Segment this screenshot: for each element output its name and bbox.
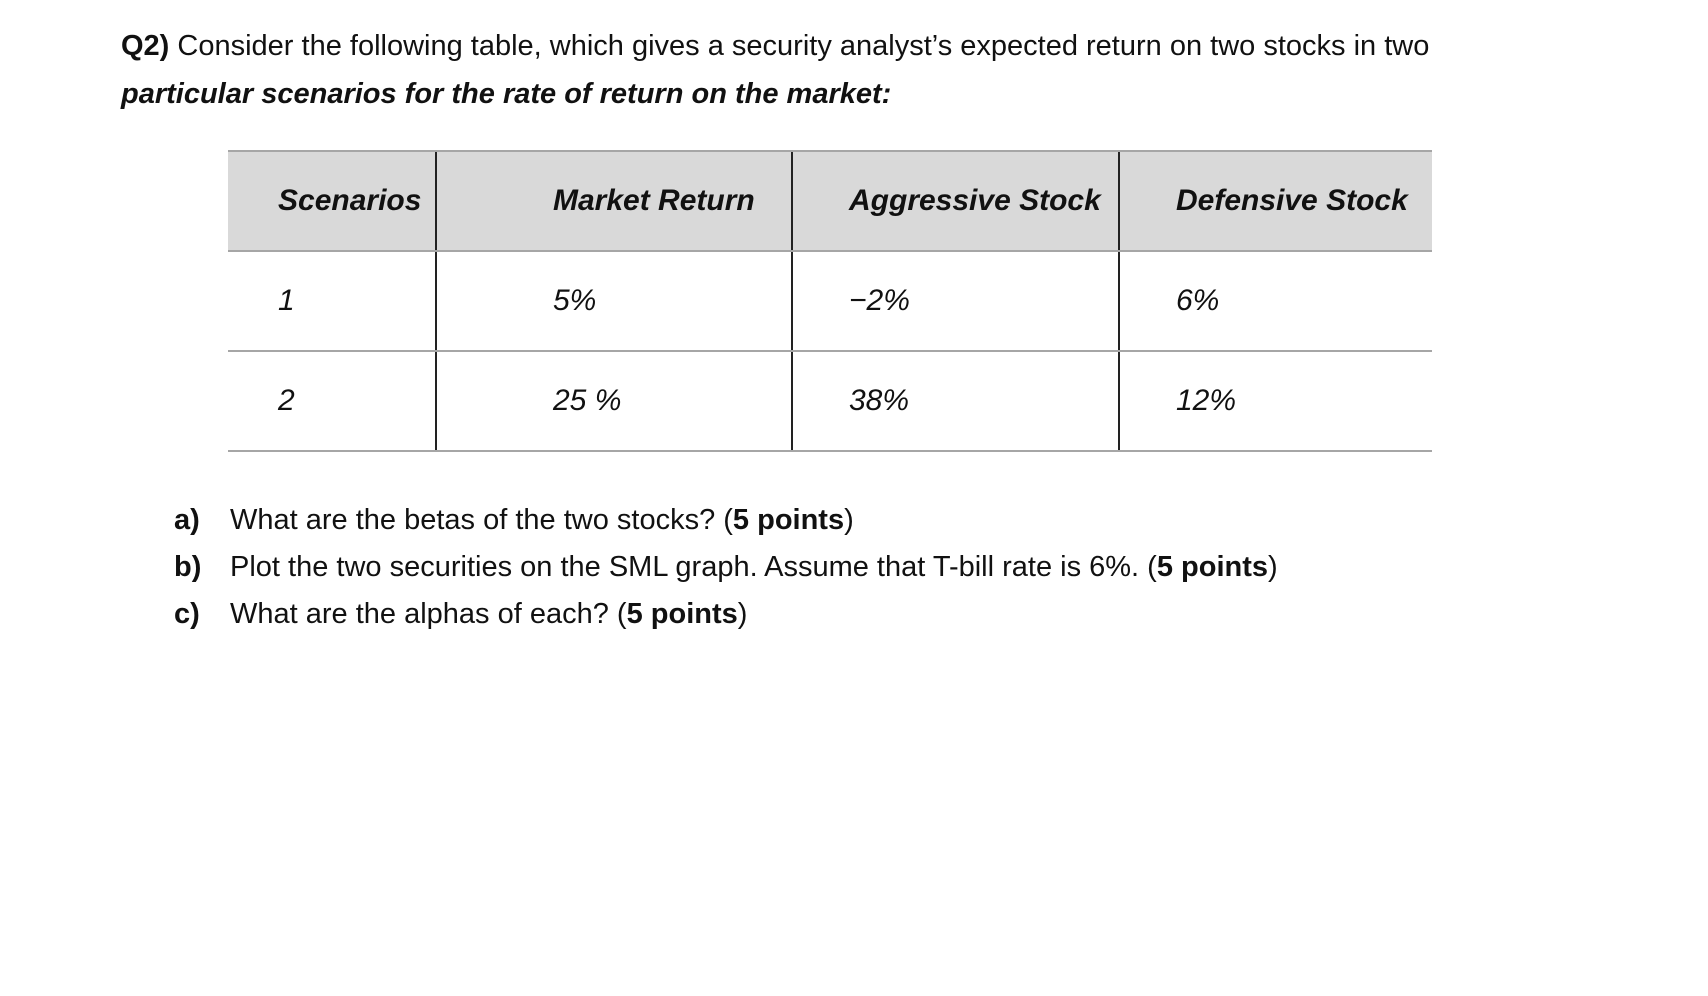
- sub-question-points: 5 points: [626, 598, 738, 630]
- sub-question-text: Plot the two securities on the SML graph…: [230, 551, 1157, 583]
- header-market-return: Market Return: [435, 150, 792, 252]
- sub-question-letter: c): [174, 598, 200, 630]
- cell-defensive-stock: 6%: [1118, 251, 1432, 352]
- question-line-1-text: Consider the following table, which give…: [169, 30, 1430, 62]
- cell-scenario: 2: [228, 351, 436, 452]
- sub-question-text: What are the alphas of each? (: [230, 598, 627, 630]
- table-row: 1 5% −2% 6%: [228, 251, 1432, 352]
- sub-question-close: ): [1268, 551, 1278, 583]
- sub-question-letter: a): [174, 504, 200, 536]
- table-header-row: Scenarios Market Return Aggressive Stock…: [228, 150, 1432, 252]
- question-line-1: Q2) Consider the following table, which …: [121, 22, 1601, 70]
- sub-question-a: a) What are the betas of the two stocks?…: [174, 497, 1278, 544]
- scenario-table: Scenarios Market Return Aggressive Stock…: [228, 150, 1432, 452]
- cell-market-return: 5%: [435, 251, 792, 352]
- sub-question-points: 5 points: [1156, 551, 1268, 583]
- header-scenarios: Scenarios: [228, 150, 436, 252]
- cell-aggressive-stock: −2%: [791, 251, 1119, 352]
- sub-question-b: b) Plot the two securities on the SML gr…: [174, 544, 1278, 591]
- sub-question-c: c) What are the alphas of each? (5 point…: [174, 591, 1278, 638]
- header-aggressive-stock: Aggressive Stock: [791, 150, 1119, 252]
- sub-question-close: ): [844, 504, 854, 536]
- sub-question-close: ): [737, 598, 748, 630]
- table-row: 2 25 % 38% 12%: [228, 351, 1432, 452]
- header-defensive-stock: Defensive Stock: [1118, 150, 1432, 252]
- sub-question-text: What are the betas of the two stocks? (: [230, 504, 733, 536]
- sub-questions: a) What are the betas of the two stocks?…: [174, 497, 1278, 638]
- sub-question-letter: b): [174, 551, 202, 583]
- question-line-2: particular scenarios for the rate of ret…: [121, 78, 892, 110]
- cell-aggressive-stock: 38%: [791, 351, 1119, 452]
- question-label: Q2): [121, 30, 170, 62]
- question-text: Q2) Consider the following table, which …: [121, 22, 1601, 118]
- cell-scenario: 1: [228, 251, 436, 352]
- cell-market-return: 25 %: [435, 351, 792, 452]
- cell-defensive-stock: 12%: [1118, 351, 1432, 452]
- sub-question-points: 5 points: [732, 504, 845, 536]
